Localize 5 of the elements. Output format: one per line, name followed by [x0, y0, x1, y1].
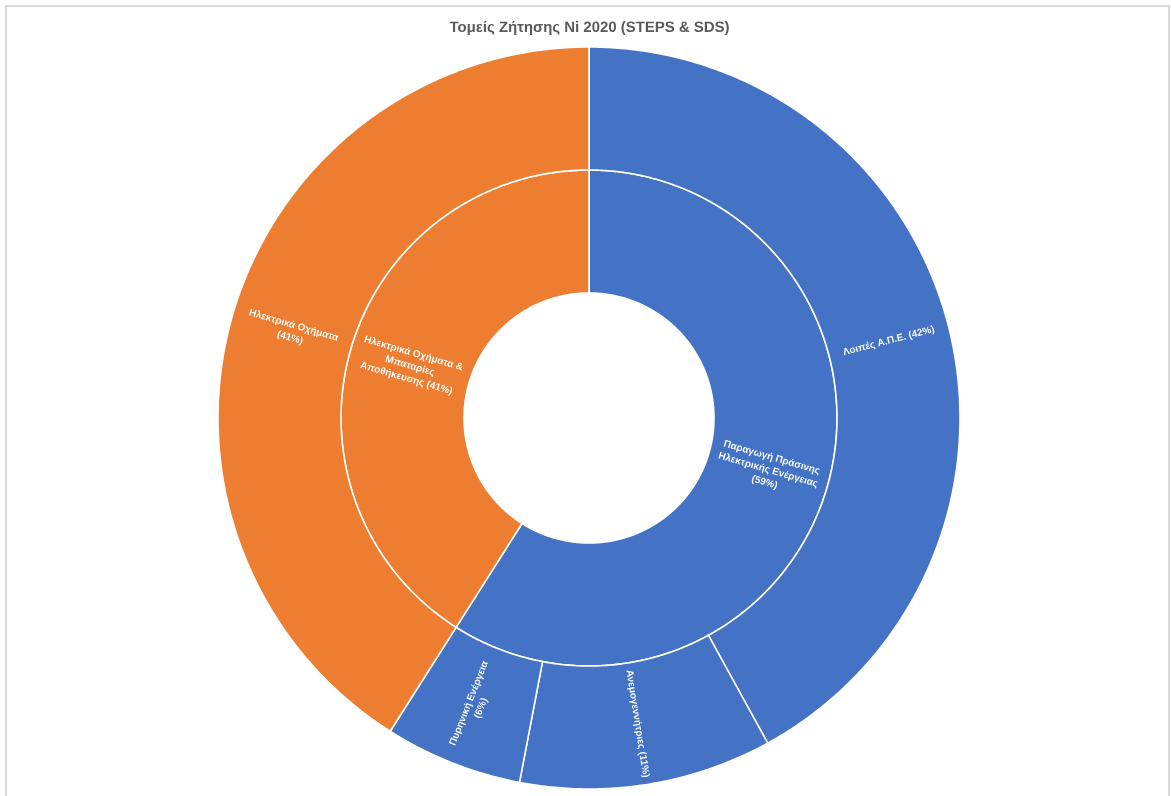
data-label: (42%) [908, 325, 935, 340]
slice-label: Λοιπές Α.Π.Ε. [843, 333, 906, 356]
chart-title: Τομείς Ζήτησης Ni 2020 (STEPS & SDS) [449, 20, 729, 36]
data-label: (41%) [426, 380, 453, 396]
data-label: (11%) [637, 752, 651, 778]
